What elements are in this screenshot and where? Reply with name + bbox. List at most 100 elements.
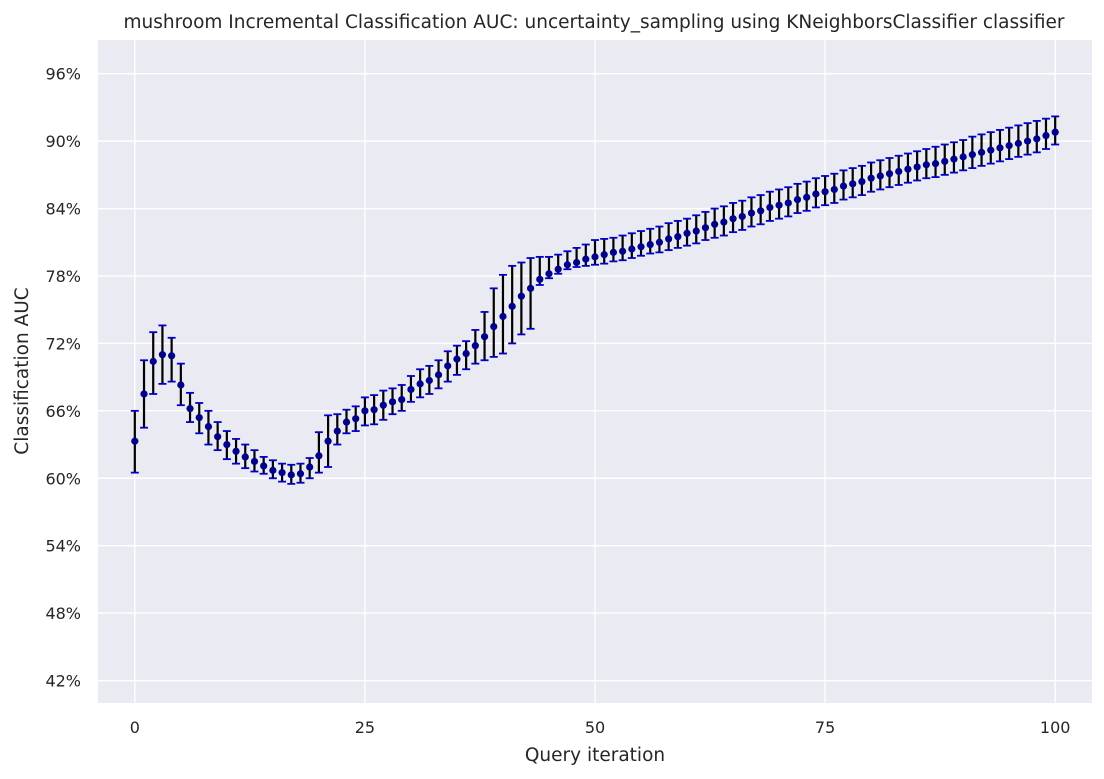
data-point <box>858 177 866 186</box>
data-point <box>296 470 305 478</box>
grid-lines <box>98 40 1092 703</box>
data-point <box>729 215 737 223</box>
data-point <box>692 227 700 235</box>
data-point <box>223 440 231 449</box>
data-point <box>517 292 525 300</box>
y-tick-label: 54% <box>45 537 81 556</box>
y-tick-label: 66% <box>45 402 81 421</box>
data-point <box>177 381 185 389</box>
data-point <box>683 229 691 237</box>
data-point <box>342 418 351 426</box>
y-tick-label: 96% <box>45 65 81 84</box>
data-point <box>904 165 912 173</box>
data-point <box>499 312 507 321</box>
data-point <box>1042 131 1050 140</box>
data-point <box>462 349 470 358</box>
data-point <box>757 207 765 215</box>
data-point <box>821 188 829 196</box>
data-point <box>572 258 581 267</box>
data-point <box>812 190 820 198</box>
data-point <box>674 233 682 241</box>
data-point <box>370 406 378 414</box>
data-point <box>1033 135 1041 143</box>
data-point <box>913 163 921 171</box>
data-point <box>665 235 673 243</box>
data-point <box>563 261 571 269</box>
data-point <box>784 199 792 207</box>
x-tick-label: 25 <box>355 718 375 737</box>
data-point <box>434 371 443 379</box>
y-axis-label: Classification AUC <box>12 287 33 454</box>
data-point <box>582 255 590 263</box>
data-point <box>260 462 268 470</box>
x-tick-label: 0 <box>130 718 140 737</box>
data-point <box>269 466 277 474</box>
data-point <box>480 333 489 341</box>
y-tick-label: 90% <box>45 132 81 151</box>
data-point <box>987 146 995 154</box>
data-point <box>195 413 203 422</box>
y-tick-label: 72% <box>45 334 81 353</box>
y-tick-label: 84% <box>45 200 81 219</box>
data-point <box>885 170 894 178</box>
data-point <box>204 422 213 431</box>
data-point <box>959 153 967 161</box>
data-point <box>600 251 608 259</box>
data-point <box>168 352 176 360</box>
data-point <box>361 407 369 415</box>
data-point <box>306 463 314 471</box>
data-point <box>214 433 222 441</box>
data-point <box>324 437 332 445</box>
data-point <box>619 247 627 255</box>
data-point <box>609 248 618 256</box>
data-point <box>950 155 958 163</box>
chart-title: mushroom Incremental Classification AUC:… <box>123 12 1064 33</box>
data-point <box>287 471 295 479</box>
data-point <box>241 453 249 461</box>
y-tick-label: 48% <box>45 604 81 623</box>
data-point <box>803 193 811 201</box>
data-point <box>977 148 986 156</box>
data-point <box>1023 137 1032 145</box>
data-point <box>895 167 903 176</box>
data-point <box>526 284 535 292</box>
data-point <box>416 380 424 388</box>
data-point <box>536 275 544 283</box>
data-point <box>1005 142 1013 150</box>
data-point <box>425 376 433 385</box>
data-point <box>398 395 406 404</box>
y-tick-label: 42% <box>45 672 81 691</box>
data-point <box>775 201 783 209</box>
data-point <box>407 385 415 394</box>
data-point <box>720 218 728 226</box>
data-point <box>333 427 341 435</box>
data-point <box>554 265 562 273</box>
data-point <box>278 469 286 477</box>
data-point <box>628 245 636 253</box>
data-point <box>388 398 397 406</box>
data-point <box>352 415 360 423</box>
data-point <box>591 253 599 261</box>
data-point <box>646 240 654 249</box>
data-point <box>766 203 774 212</box>
data-point <box>1014 139 1022 147</box>
x-tick-label: 100 <box>1040 718 1071 737</box>
data-points <box>131 128 1059 479</box>
data-point <box>738 212 746 221</box>
y-tick-label: 60% <box>45 469 81 488</box>
data-point <box>830 185 838 194</box>
y-tick-label: 78% <box>45 267 81 286</box>
data-point <box>637 243 645 251</box>
data-point <box>444 362 452 370</box>
data-point <box>149 357 157 365</box>
data-point <box>232 447 240 455</box>
data-point <box>453 355 461 363</box>
x-axis-label: Query iteration <box>525 745 665 766</box>
data-point <box>545 270 553 278</box>
data-point <box>876 172 884 180</box>
data-point <box>140 390 148 398</box>
data-point <box>490 322 498 331</box>
data-point <box>131 437 139 445</box>
data-point <box>793 195 802 204</box>
